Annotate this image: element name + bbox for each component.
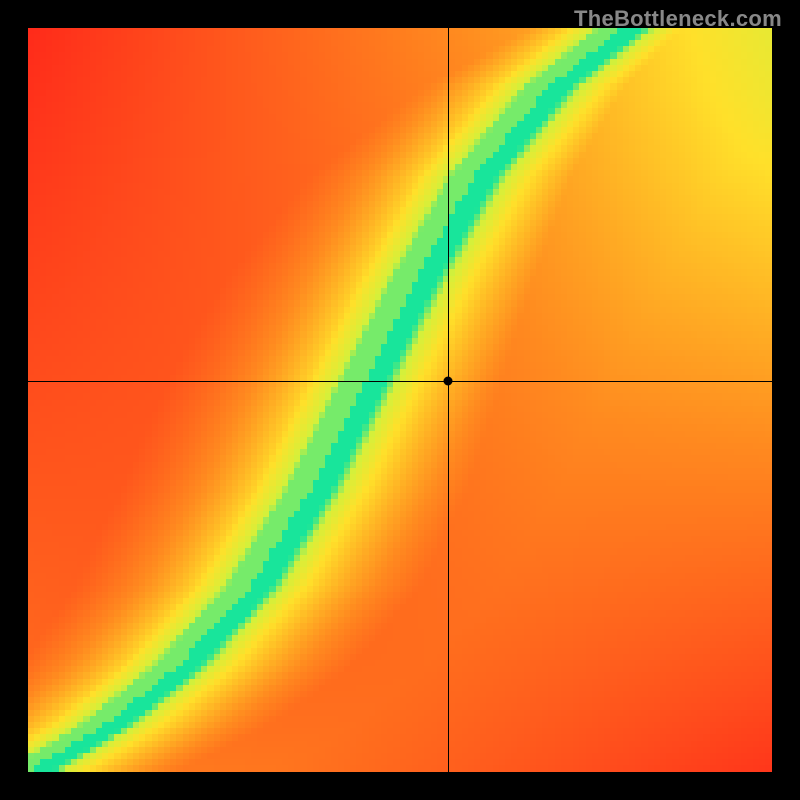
crosshair-marker [444,377,453,386]
crosshair-horizontal [28,381,772,382]
plot-area [28,28,772,772]
chart-container: TheBottleneck.com [0,0,800,800]
crosshair-vertical [448,28,449,772]
heatmap-canvas [28,28,772,772]
watermark-text: TheBottleneck.com [574,6,782,32]
